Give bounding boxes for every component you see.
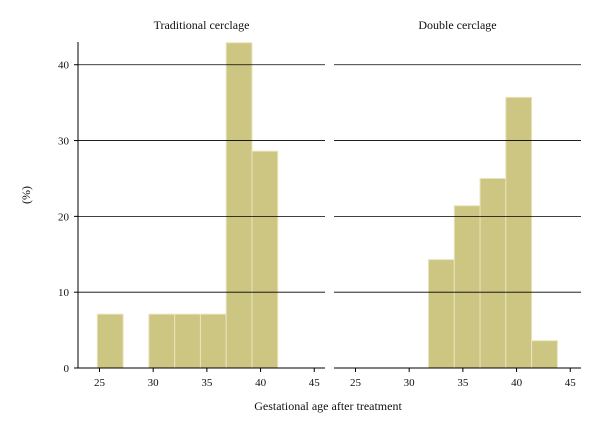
panel-1: Traditional cerclage 25 30 35 40 45 0 10 20 30 40 xyxy=(58,18,325,389)
bar-4 xyxy=(199,313,227,369)
x-tick-label: 35 xyxy=(457,377,469,389)
bar-2 xyxy=(453,205,481,369)
bar-3 xyxy=(174,313,201,369)
y-tick-label: 40 xyxy=(58,60,70,72)
x-tick-label: 45 xyxy=(309,377,321,389)
bar-1 xyxy=(428,259,455,369)
bar-3 xyxy=(479,177,507,369)
bar-2 xyxy=(148,313,176,369)
panel-title: Traditional cerclage xyxy=(154,18,250,32)
x-tick-label: 25 xyxy=(94,377,106,389)
bar-5 xyxy=(225,42,253,369)
y-tick-label: 10 xyxy=(58,287,70,299)
panel-2: Double cerclage 25 30 35 40 45 xyxy=(334,18,581,389)
x-tick-label: 40 xyxy=(255,377,267,389)
x-tick-label: 30 xyxy=(404,377,416,389)
bar-4 xyxy=(505,96,533,369)
bar-5 xyxy=(531,340,558,369)
x-tick-label: 35 xyxy=(201,377,213,389)
y-tick-label: 20 xyxy=(58,211,70,223)
x-tick-label: 30 xyxy=(148,377,160,389)
bar-1 xyxy=(96,313,124,369)
y-tick-label: 0 xyxy=(64,363,70,375)
x-tick-label: 40 xyxy=(511,377,523,389)
bar-6 xyxy=(251,150,279,369)
x-tick-label: 25 xyxy=(350,377,362,389)
x-tick-label: 45 xyxy=(565,377,577,389)
x-axis-label: Gestational age after treatment xyxy=(254,399,402,413)
panel-title: Double cerclage xyxy=(418,18,496,32)
y-axis-label: (%) xyxy=(19,186,33,204)
y-tick-label: 30 xyxy=(58,136,70,148)
